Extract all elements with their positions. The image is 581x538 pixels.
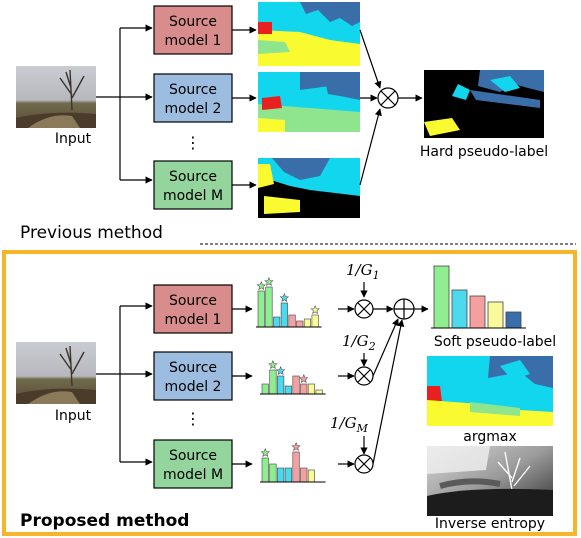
top-source-model-m: Source model M: [153, 160, 233, 210]
histogram-bar: [277, 467, 285, 483]
bottom-input-label: Input: [55, 408, 92, 424]
histogram-bar: [265, 286, 273, 328]
inverse-entropy-map: [427, 446, 553, 516]
arrow-sum-m: [372, 319, 405, 465]
source-1-prediction-histogram: [256, 277, 322, 328]
histogram-bar: [288, 314, 296, 328]
histogram-star: [291, 442, 301, 452]
svg-text:model 1: model 1: [165, 33, 222, 49]
weight-otimes-1: [354, 299, 374, 319]
svg-text:1/GM: 1/GM: [330, 414, 369, 435]
histogram-bar: [292, 375, 300, 395]
inverse-entropy-caption: Inverse entropy: [435, 516, 545, 532]
proposed-method-frame: [2, 250, 577, 536]
top-segmentation-map-2: [258, 72, 360, 132]
histogram-star: [268, 360, 278, 370]
top-segmentation-map-m: [258, 158, 360, 218]
soft-label-bar: [487, 301, 504, 329]
bottom-source-model-m: Source model M: [153, 439, 233, 489]
svg-text:Source: Source: [169, 293, 217, 309]
svg-text:model 2: model 2: [165, 101, 222, 117]
hard-pseudo-label-caption: Hard pseudo-label: [420, 144, 548, 160]
source-m-prediction-histogram: [260, 442, 326, 483]
argmax-caption: argmax: [463, 429, 516, 445]
histogram-bar: [307, 469, 316, 483]
top-source-model-1: Source model 1: [153, 5, 233, 55]
histogram-star: [299, 374, 309, 384]
weight-otimes-m: [354, 454, 374, 474]
bottom-source-model-2: Source model 2: [153, 351, 233, 401]
histogram-star: [256, 281, 266, 291]
histogram-bar: [315, 389, 323, 395]
top-segmentation-map-1: [258, 2, 360, 66]
svg-text:Source: Source: [169, 448, 217, 464]
weight-otimes-2: [354, 366, 374, 386]
soft-pseudo-label-caption: Soft pseudo-label: [434, 334, 556, 350]
histogram-bar: [273, 316, 281, 328]
histogram-star: [275, 366, 286, 376]
svg-text:model M: model M: [163, 188, 223, 204]
top-source-model-2: Source model 2: [153, 73, 233, 123]
soft-label-bar: [505, 311, 522, 329]
svg-text:model 2: model 2: [165, 379, 222, 395]
histogram-bar: [284, 467, 292, 483]
source-2-prediction-histogram: [260, 360, 326, 395]
svg-text:Source: Source: [169, 169, 217, 185]
svg-text:model M: model M: [163, 467, 223, 483]
histogram-star: [260, 448, 270, 458]
bottom-input-image: [16, 342, 96, 404]
svg-text:1/G2: 1/G2: [342, 332, 376, 353]
arrow-sum-2: [372, 318, 399, 377]
top-input-label: Input: [55, 131, 92, 147]
histogram-bar: [269, 463, 277, 483]
histogram-bar: [311, 314, 319, 328]
histogram-bar: [307, 383, 316, 395]
top-arrow-combine-1: [359, 29, 382, 89]
proposed-method-section: Input Source model 1 Source model 2 ⋮ So…: [2, 250, 577, 536]
histogram-bar: [284, 385, 292, 395]
svg-text:Source: Source: [169, 360, 217, 376]
svg-text:Source: Source: [169, 82, 217, 98]
histogram-bar: [303, 318, 312, 328]
histogram-bar: [257, 290, 265, 328]
hard-pseudo-label-map: [424, 70, 544, 138]
top-input-image: [16, 66, 96, 128]
top-combine-otimes: [377, 87, 399, 109]
histogram-bar: [280, 302, 288, 328]
histogram-bar: [261, 457, 269, 483]
histogram-bar: [269, 369, 277, 395]
top-vertical-dots: ⋮: [185, 133, 201, 152]
soft-label-bar: [451, 289, 468, 329]
bottom-vertical-dots: ⋮: [185, 409, 201, 428]
weight-label-2: 1/G2: [342, 332, 376, 353]
previous-method-section: Input Source model 1 Source model 2 ⋮ So…: [16, 2, 576, 245]
histogram-star: [310, 305, 320, 315]
previous-method-label: Previous method: [20, 223, 163, 243]
soft-label-bar: [469, 295, 486, 329]
histogram-bar: [300, 467, 308, 483]
histogram-bar: [261, 383, 269, 395]
histogram-bar: [300, 383, 308, 395]
svg-text:Source: Source: [169, 14, 217, 30]
histogram-bar: [296, 320, 304, 328]
sum-oplus: [393, 298, 415, 320]
bottom-source-model-1: Source model 1: [153, 284, 233, 334]
proposed-method-label: Proposed method: [20, 511, 189, 531]
weight-label-1: 1/G1: [346, 261, 380, 282]
weight-label-m: 1/GM: [330, 414, 369, 435]
histogram-bar: [277, 375, 285, 395]
soft-pseudo-label-histogram: [431, 265, 526, 329]
svg-text:model 1: model 1: [165, 312, 222, 328]
soft-label-bar: [433, 265, 450, 329]
histogram-star: [279, 293, 290, 303]
svg-text:1/G1: 1/G1: [346, 261, 380, 282]
histogram-star: [264, 277, 274, 287]
top-arrow-combine-m: [359, 108, 382, 186]
histogram-bar: [292, 451, 300, 483]
argmax-segmentation-map: [427, 356, 553, 426]
